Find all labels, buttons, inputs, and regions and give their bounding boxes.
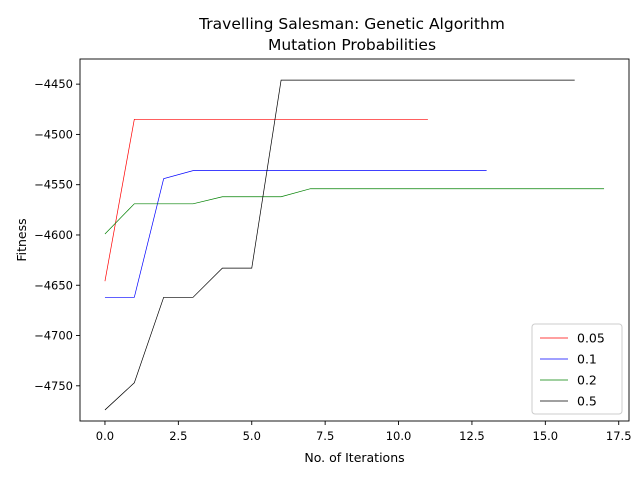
- legend-label-0: 0.05: [577, 331, 605, 346]
- series-line-3: [104, 79, 575, 411]
- y-axis: −4750 −4700 −4650 −4600 −4550 −4500 −4450: [34, 77, 80, 393]
- series-line-2: [104, 188, 605, 235]
- y-axis-label: Fitness: [14, 218, 29, 261]
- y-tick-label: −4500: [34, 127, 73, 141]
- y-tick-label: −4750: [34, 379, 73, 393]
- chart-title-line-2: Mutation Probabilities: [268, 36, 436, 54]
- x-axis: 0.0 2.5 5.0 7.5 10.0 12.5 15.0 17.5: [96, 421, 632, 443]
- y-tick-label: −4700: [34, 329, 73, 343]
- axes-frame: [79, 58, 630, 422]
- x-tick-label: 10.0: [386, 429, 412, 443]
- plot-area: [79, 58, 630, 422]
- legend-label-2: 0.2: [577, 373, 597, 388]
- legend-label-1: 0.1: [577, 352, 597, 367]
- series-line-0: [104, 118, 428, 282]
- x-tick-label: 12.5: [459, 429, 485, 443]
- y-tick-label: −4450: [34, 77, 73, 91]
- x-axis-label: No. of Iterations: [304, 450, 404, 465]
- x-tick-label: 17.5: [606, 429, 632, 443]
- x-tick-label: 2.5: [169, 429, 187, 443]
- legend-box: [531, 323, 623, 415]
- series-line-1: [104, 170, 487, 298]
- y-tick-label: −4550: [34, 178, 73, 192]
- x-tick-label: 15.0: [533, 429, 559, 443]
- legend: 0.05 0.1 0.2 0.5: [531, 323, 623, 415]
- legend-label-3: 0.5: [577, 394, 597, 409]
- y-tick-label: −4600: [34, 228, 73, 242]
- y-tick-label: −4650: [34, 278, 73, 292]
- x-tick-label: 5.0: [243, 429, 261, 443]
- x-tick-label: 0.0: [96, 429, 114, 443]
- chart-title-line-1: Travelling Salesman: Genetic Algorithm: [198, 15, 505, 33]
- x-tick-label: 7.5: [316, 429, 334, 443]
